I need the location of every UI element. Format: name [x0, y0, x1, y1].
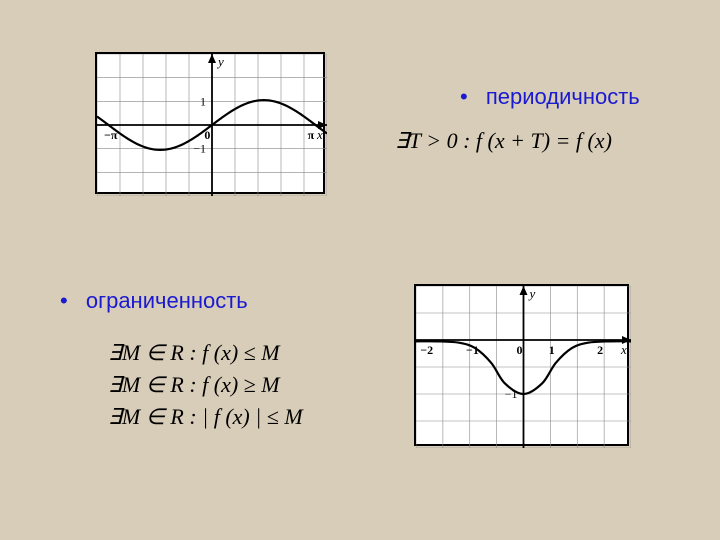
graph-sine: yx−π0π1−1	[95, 52, 325, 194]
formula-bounded-above-text: ∃M ∈ R : f (x) ≤ M	[108, 340, 280, 365]
formula-bounded-above: ∃M ∈ R : f (x) ≤ M	[108, 340, 280, 366]
svg-text:1: 1	[200, 94, 206, 108]
bullet-periodicity-label: периодичность	[486, 84, 640, 109]
bullet-boundedness-label: ограниченность	[86, 288, 248, 313]
svg-text:y: y	[216, 54, 224, 69]
formula-periodicity-text: ∃T > 0 : f (x + T) = f (x)	[395, 128, 612, 153]
svg-text:y: y	[528, 286, 536, 301]
svg-text:2: 2	[597, 343, 603, 357]
svg-text:−1: −1	[193, 142, 206, 156]
formula-bounded-abs: ∃M ∈ R : | f (x) | ≤ M	[108, 404, 303, 430]
svg-text:x: x	[620, 342, 627, 357]
formula-periodicity: ∃T > 0 : f (x + T) = f (x)	[395, 128, 612, 154]
graph-sine-svg: yx−π0π1−1	[97, 54, 327, 196]
svg-text:π: π	[308, 128, 315, 142]
graph-dip-svg: yx−2−1012−1	[416, 286, 631, 448]
svg-text:−2: −2	[420, 343, 433, 357]
formula-bounded-below: ∃M ∈ R : f (x) ≥ M	[108, 372, 280, 398]
formula-bounded-below-text: ∃M ∈ R : f (x) ≥ M	[108, 372, 280, 397]
bullet-boundedness: ограниченность	[60, 288, 248, 314]
svg-text:0: 0	[516, 343, 522, 357]
bullet-periodicity: периодичность	[460, 84, 640, 110]
graph-dip: yx−2−1012−1	[414, 284, 629, 446]
svg-text:1: 1	[549, 343, 555, 357]
formula-bounded-abs-text: ∃M ∈ R : | f (x) | ≤ M	[108, 404, 303, 429]
